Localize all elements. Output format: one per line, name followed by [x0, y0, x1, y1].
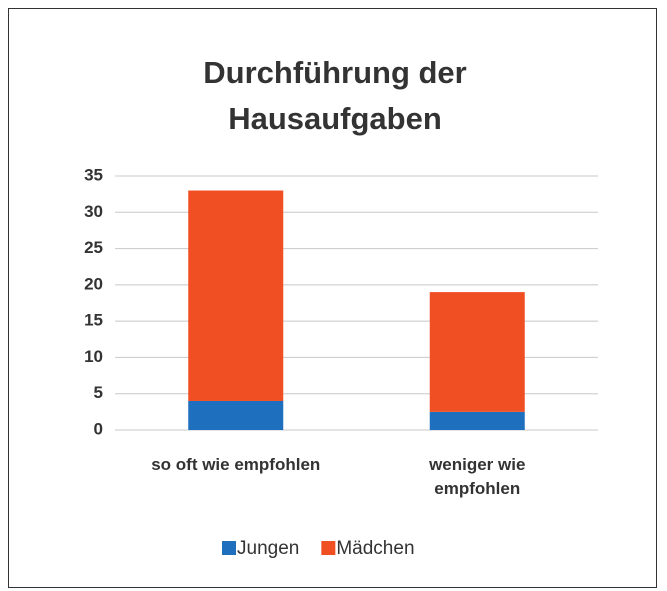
x-tick-label: so oft wie empfohlen	[151, 455, 321, 474]
y-tick-label: 10	[84, 347, 103, 366]
bar-segment	[429, 292, 525, 412]
legend-swatch	[321, 541, 336, 555]
y-tick-label: 35	[84, 165, 103, 184]
legend-label: Mädchen	[336, 538, 414, 559]
y-tick-label: 5	[94, 383, 103, 402]
bar-segment	[188, 400, 284, 430]
y-tick-label: 0	[94, 419, 103, 438]
y-tick-label: 20	[84, 274, 103, 293]
chart-frame	[8, 8, 657, 588]
legend-swatch	[222, 541, 236, 555]
y-tick-label: 25	[84, 238, 103, 257]
bar-segment	[188, 190, 284, 401]
chart-title: Durchführung der Hausaufgaben	[203, 55, 467, 136]
y-tick-label: 15	[84, 311, 103, 330]
bar-segment	[429, 411, 525, 430]
x-tick-label: weniger wie empfohlen	[429, 455, 526, 498]
legend-label: Jungen	[237, 538, 299, 559]
y-tick-label: 30	[84, 202, 103, 221]
